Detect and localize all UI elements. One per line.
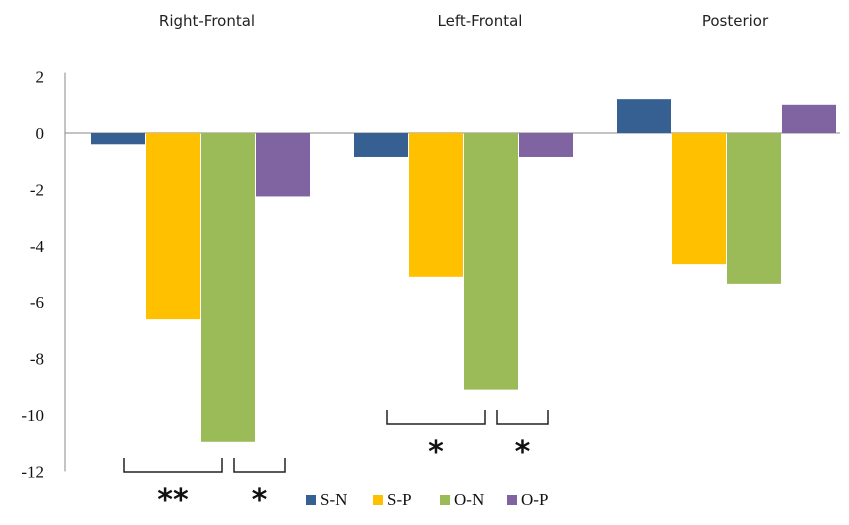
category-title: Left-Frontal [438,12,523,30]
legend-swatch [373,495,383,505]
significance-bracket [233,458,286,473]
significance-bracket [123,458,223,473]
legend-swatch [440,495,450,505]
legend-label: S-N [320,490,347,509]
y-tick-label: 0 [36,124,45,143]
significance-bracket [496,410,549,425]
bar-o-n [727,133,781,284]
legend-swatch [306,495,316,505]
y-tick-label: 2 [36,68,45,87]
bar-s-p [672,133,726,265]
bar-s-n [617,99,671,133]
y-tick-label: -12 [21,462,44,481]
bar-s-p [146,133,200,320]
legend-label: S-P [387,490,412,509]
bar-o-p [782,104,836,133]
y-tick-label: -6 [30,293,44,312]
bar-o-p [256,133,310,197]
y-tick-label: -2 [30,180,44,199]
category-title: Right-Frontal [159,12,255,30]
bar-s-n [91,133,145,145]
legend-label: O-N [454,490,484,509]
legend-label: O-P [521,490,548,509]
bar-o-n [464,133,518,390]
significance-label: * [428,435,444,470]
significance-label: ** [157,483,189,518]
significance-label: * [252,483,268,518]
y-tick-label: -8 [30,350,44,369]
legend-swatch [507,495,517,505]
y-tick-label: -10 [21,406,44,425]
bar-s-p [409,133,463,277]
bar-o-n [201,133,255,442]
significance-label: * [515,435,531,470]
bar-o-p [519,133,573,157]
y-tick-label: -4 [30,237,45,256]
significance-bracket [386,410,486,425]
category-title: Posterior [702,12,769,30]
bar-s-n [354,133,408,157]
